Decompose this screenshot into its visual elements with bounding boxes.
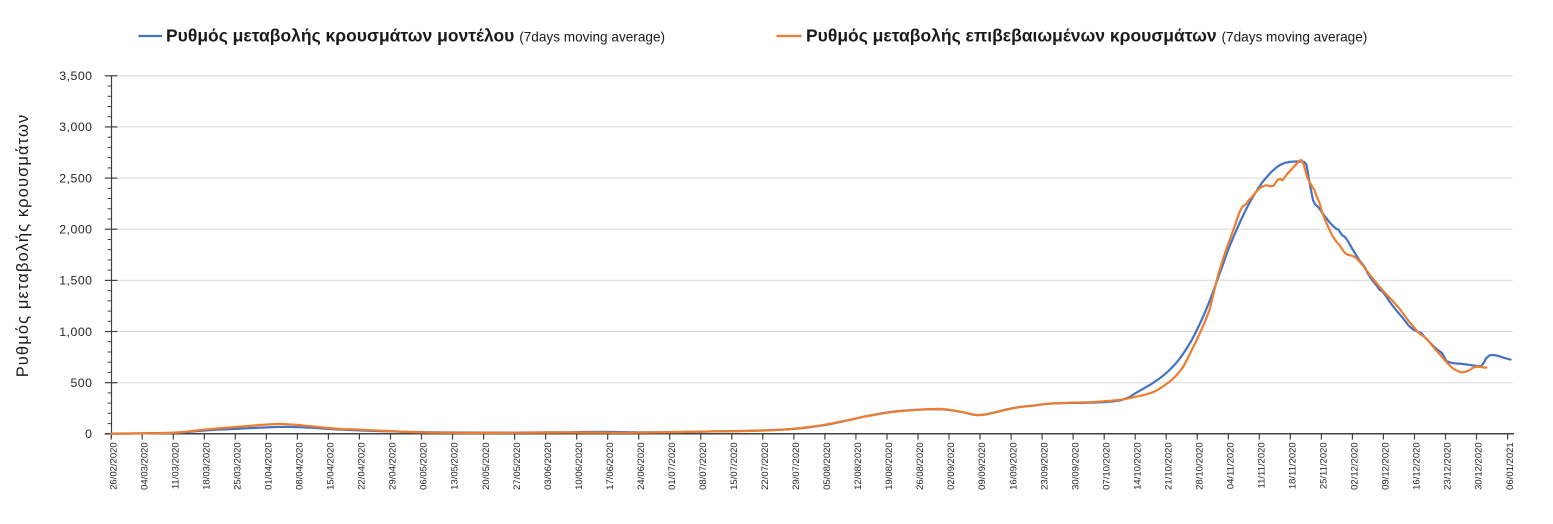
svg-text:09/12/2020: 09/12/2020 [1381,442,1392,490]
svg-text:Ρυθμός μεταβολής κρουσμάτων: Ρυθμός μεταβολής κρουσμάτων [14,114,32,378]
svg-text:Ρυθμός μεταβολής επιβεβαιωμένω: Ρυθμός μεταβολής επιβεβαιωμένων κρουσμάτ… [806,25,1367,45]
svg-text:19/08/2020: 19/08/2020 [884,442,895,490]
svg-text:26/02/2020: 26/02/2020 [108,442,119,490]
svg-text:16/09/2020: 16/09/2020 [1008,442,1019,490]
svg-text:09/09/2020: 09/09/2020 [977,442,988,490]
svg-text:28/10/2020: 28/10/2020 [1195,442,1206,490]
svg-text:22/04/2020: 22/04/2020 [357,442,368,490]
svg-text:30/09/2020: 30/09/2020 [1070,442,1081,490]
svg-text:29/07/2020: 29/07/2020 [791,442,802,490]
svg-text:29/04/2020: 29/04/2020 [388,442,399,490]
svg-text:22/07/2020: 22/07/2020 [760,442,771,490]
svg-text:2,500: 2,500 [59,171,92,185]
svg-text:08/04/2020: 08/04/2020 [295,442,306,490]
svg-text:500: 500 [70,376,92,390]
svg-text:05/08/2020: 05/08/2020 [822,442,833,490]
svg-text:06/01/2021: 06/01/2021 [1505,442,1516,490]
svg-text:14/10/2020: 14/10/2020 [1132,442,1143,490]
svg-text:18/11/2020: 18/11/2020 [1288,442,1299,489]
svg-text:11/03/2020: 11/03/2020 [171,442,182,489]
svg-text:15/04/2020: 15/04/2020 [326,442,337,490]
svg-text:18/03/2020: 18/03/2020 [202,442,213,490]
svg-text:27/05/2020: 27/05/2020 [512,442,523,490]
svg-text:01/04/2020: 01/04/2020 [264,442,275,490]
svg-text:2,000: 2,000 [59,223,92,237]
svg-text:23/09/2020: 23/09/2020 [1039,442,1050,490]
svg-text:02/09/2020: 02/09/2020 [946,442,957,490]
svg-text:17/06/2020: 17/06/2020 [605,442,616,490]
svg-text:08/07/2020: 08/07/2020 [698,442,709,490]
svg-text:10/06/2020: 10/06/2020 [574,442,585,490]
svg-text:12/08/2020: 12/08/2020 [853,442,864,490]
svg-text:25/03/2020: 25/03/2020 [233,442,244,490]
svg-text:1,500: 1,500 [59,274,92,288]
svg-text:06/05/2020: 06/05/2020 [419,442,430,490]
svg-text:04/11/2020: 04/11/2020 [1226,442,1237,489]
svg-text:26/08/2020: 26/08/2020 [915,442,926,490]
svg-text:21/10/2020: 21/10/2020 [1163,442,1174,490]
svg-text:24/06/2020: 24/06/2020 [636,442,647,490]
svg-text:Ρυθμός μεταβολής κρουσμάτων μο: Ρυθμός μεταβολής κρουσμάτων μοντέλου (7d… [166,25,665,45]
svg-text:07/10/2020: 07/10/2020 [1101,442,1112,490]
svg-text:11/11/2020: 11/11/2020 [1257,442,1268,488]
svg-text:03/06/2020: 03/06/2020 [543,442,554,490]
svg-text:04/03/2020: 04/03/2020 [139,442,150,490]
svg-text:25/11/2020: 25/11/2020 [1319,442,1330,489]
svg-text:30/12/2020: 30/12/2020 [1474,442,1485,490]
svg-text:23/12/2020: 23/12/2020 [1443,442,1454,490]
svg-text:1,000: 1,000 [59,325,92,339]
svg-text:20/05/2020: 20/05/2020 [481,442,492,490]
svg-text:3,000: 3,000 [59,120,92,134]
svg-text:02/12/2020: 02/12/2020 [1350,442,1361,490]
svg-text:15/07/2020: 15/07/2020 [729,442,740,490]
svg-text:16/12/2020: 16/12/2020 [1412,442,1423,490]
svg-text:01/07/2020: 01/07/2020 [667,442,678,490]
svg-text:0: 0 [85,427,92,441]
svg-text:3,500: 3,500 [59,69,92,83]
svg-text:13/05/2020: 13/05/2020 [450,442,461,490]
